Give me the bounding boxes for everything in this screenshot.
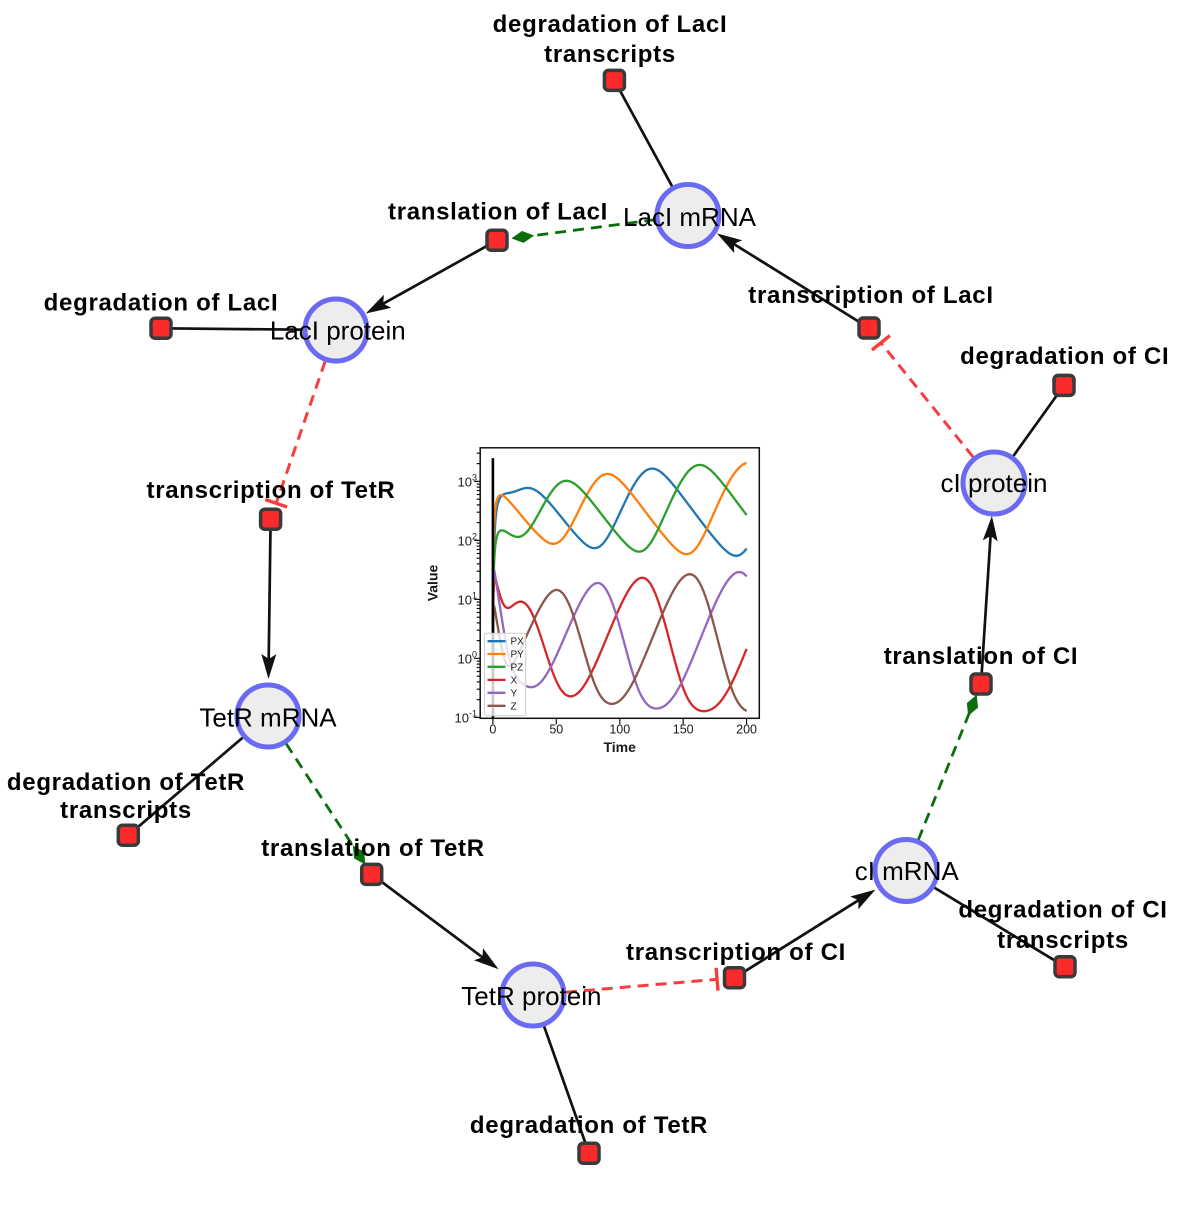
svg-text:degradation of TetR: degradation of TetR xyxy=(470,1112,708,1139)
svg-text:cI mRNA: cI mRNA xyxy=(855,856,960,886)
svg-text:cI protein: cI protein xyxy=(941,468,1048,498)
svg-text:PX: PX xyxy=(511,637,525,648)
svg-text:100: 100 xyxy=(609,723,630,737)
svg-text:TetR protein: TetR protein xyxy=(461,981,601,1011)
svg-text:transcription of CI: transcription of CI xyxy=(626,939,846,966)
svg-text:degradation of LacI: degradation of LacI xyxy=(44,290,279,317)
svg-text:transcripts: transcripts xyxy=(60,797,192,824)
svg-text:LacI mRNA: LacI mRNA xyxy=(623,202,757,232)
svg-text:PY: PY xyxy=(511,650,525,661)
svg-text:Time: Time xyxy=(603,739,636,755)
svg-text:degradation of TetR: degradation of TetR xyxy=(7,769,245,796)
svg-text:0: 0 xyxy=(489,723,496,737)
svg-text:100: 100 xyxy=(458,650,477,667)
svg-text:150: 150 xyxy=(673,723,694,737)
svg-text:200: 200 xyxy=(736,723,757,737)
svg-text:102: 102 xyxy=(458,532,477,549)
svg-text:Value: Value xyxy=(425,565,441,602)
svg-text:transcripts: transcripts xyxy=(544,41,676,68)
svg-text:transcripts: transcripts xyxy=(997,927,1129,954)
svg-text:Y: Y xyxy=(511,688,518,699)
svg-text:Z: Z xyxy=(511,701,517,712)
svg-text:TetR mRNA: TetR mRNA xyxy=(199,702,337,732)
svg-text:PZ: PZ xyxy=(511,662,524,673)
svg-text:degradation of CI: degradation of CI xyxy=(960,343,1169,370)
svg-text:translation of TetR: translation of TetR xyxy=(261,835,485,862)
svg-text:10-1: 10-1 xyxy=(455,709,477,726)
svg-text:translation of CI: translation of CI xyxy=(884,643,1079,670)
svg-text:degradation of CI: degradation of CI xyxy=(958,897,1167,924)
svg-text:103: 103 xyxy=(458,473,477,490)
svg-text:LacI protein: LacI protein xyxy=(270,316,406,346)
svg-text:transcription of LacI: transcription of LacI xyxy=(748,282,993,309)
svg-text:translation of LacI: translation of LacI xyxy=(388,199,608,226)
svg-text:transcription of TetR: transcription of TetR xyxy=(147,477,396,504)
svg-text:degradation of LacI: degradation of LacI xyxy=(493,11,728,38)
svg-text:50: 50 xyxy=(549,723,563,737)
svg-text:101: 101 xyxy=(458,591,477,608)
svg-text:X: X xyxy=(511,675,518,686)
